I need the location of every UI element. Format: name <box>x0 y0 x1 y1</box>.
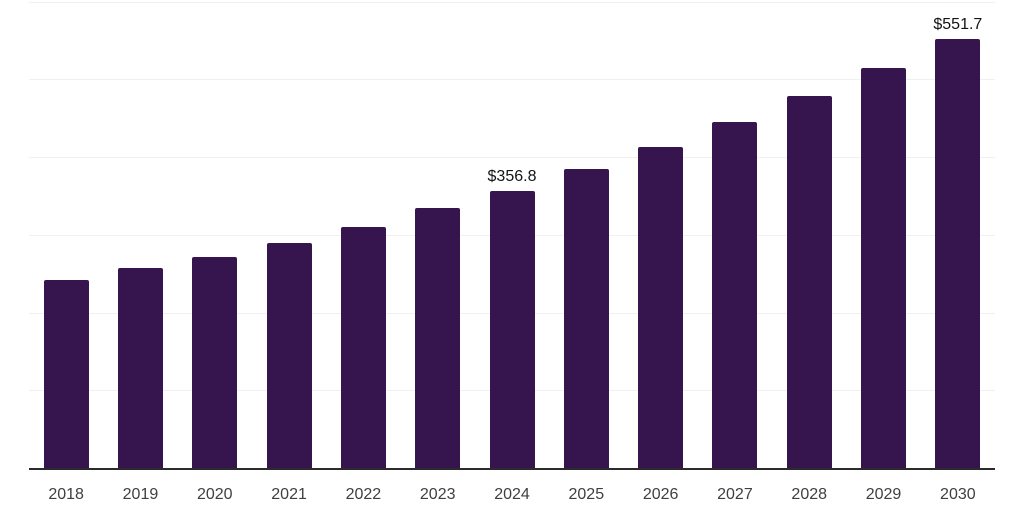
bar-2029 <box>861 67 907 468</box>
bar-2023 <box>415 208 461 468</box>
bar-2026 <box>638 146 684 468</box>
x-tick-label-2020: 2020 <box>196 486 233 503</box>
gridline-500 <box>29 79 995 81</box>
bar-2019 <box>117 268 163 468</box>
bar-2020 <box>192 257 238 468</box>
bar-2022 <box>340 226 386 468</box>
x-tick-label-2019: 2019 <box>122 486 159 503</box>
bar-2024 <box>489 190 535 468</box>
bar-2018 <box>43 280 89 468</box>
x-tick-label-2023: 2023 <box>419 486 456 503</box>
bar-2027 <box>712 121 758 468</box>
x-tick-label-2029: 2029 <box>865 486 902 503</box>
bar-2021 <box>266 242 312 468</box>
x-tick-label-2022: 2022 <box>345 486 382 503</box>
value-label-2030: $551.7 <box>933 16 983 34</box>
gridline-600 <box>29 1 995 3</box>
bar-2025 <box>563 169 609 468</box>
bar-2028 <box>786 95 832 468</box>
value-label-2024: $356.8 <box>487 167 537 185</box>
x-tick-label-2027: 2027 <box>717 486 753 503</box>
plot-area: $356.8 $551.7 <box>29 1 995 468</box>
x-tick-label-2028: 2028 <box>791 486 828 503</box>
x-tick-label-2026: 2026 <box>642 486 679 503</box>
x-tick-label-2018: 2018 <box>48 486 84 503</box>
x-tick-label-2025: 2025 <box>568 486 605 503</box>
bar-2030 <box>935 39 981 468</box>
gridline-400 <box>29 157 995 159</box>
x-axis-line <box>29 468 995 470</box>
x-tick-label-2030: 2030 <box>940 486 976 503</box>
x-tick-label-2021: 2021 <box>271 486 307 503</box>
x-tick-label-2024: 2024 <box>494 486 530 503</box>
